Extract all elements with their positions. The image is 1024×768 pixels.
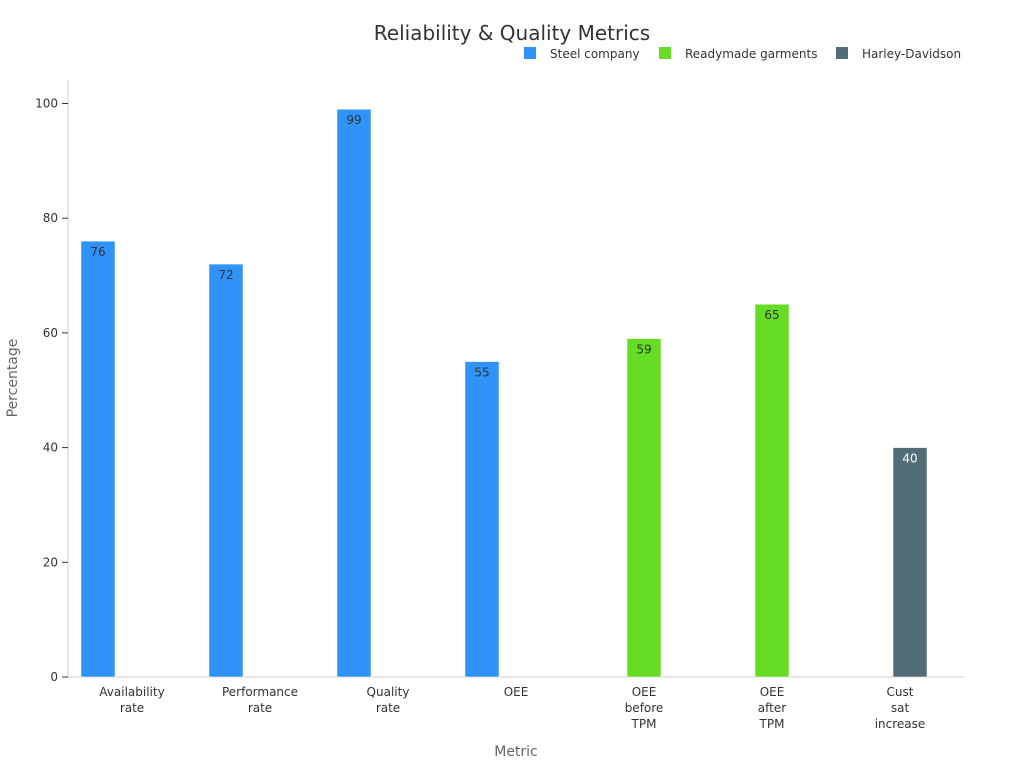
x-tick-label: Availability rate: [99, 685, 164, 715]
axes: [67, 80, 964, 678]
x-tick-label-line: OEE: [632, 685, 657, 699]
x-tick-label-line: rate: [248, 701, 272, 715]
bar-value-label: 72: [218, 268, 233, 282]
y-tick-label: 20: [43, 555, 58, 569]
bar: [80, 240, 116, 678]
bar: [208, 263, 244, 678]
x-tick-label: OEE after TPM: [758, 685, 786, 731]
x-tick-label-line: Cust: [887, 685, 914, 699]
legend: Steel company Readymade garments Harley-Da…: [524, 47, 961, 61]
x-tick-label-line: Quality: [367, 685, 410, 699]
x-tick-label-line: Performance: [222, 685, 298, 699]
x-ticks: Availability rate Performance rate Quality ra…: [99, 685, 925, 731]
legend-swatch: [524, 47, 536, 59]
bar: [626, 338, 662, 678]
bars: 76 72 99 55 59 65 40: [80, 108, 928, 678]
y-tick-label: 80: [43, 211, 58, 225]
x-tick-label: Cust sat increase: [875, 685, 926, 731]
bar: [336, 108, 372, 678]
bar: [754, 303, 790, 678]
x-tick-label-line: rate: [120, 701, 144, 715]
x-tick-label: Quality rate: [367, 685, 410, 715]
y-axis-label: Percentage: [5, 339, 21, 418]
x-tick-label-line: OEE: [760, 685, 785, 699]
legend-swatch: [836, 47, 848, 59]
bar-value-label: 76: [90, 245, 105, 259]
x-tick-label-line: Availability: [99, 685, 164, 699]
legend-swatch: [659, 47, 671, 59]
x-tick-label-line: after: [758, 701, 786, 715]
x-tick-label-line: increase: [875, 717, 926, 731]
bar: [892, 447, 928, 678]
legend-label: Readymade garments: [685, 47, 817, 61]
bar-value-label: 40: [902, 452, 917, 466]
x-tick-label: OEE before TPM: [625, 685, 664, 731]
x-tick-label: Performance rate: [222, 685, 298, 715]
legend-label: Steel company: [550, 47, 640, 61]
x-tick-label-line: sat: [891, 701, 910, 715]
x-tick-label-line: before: [625, 701, 664, 715]
y-tick-label: 100: [35, 97, 58, 111]
x-axis-label: Metric: [494, 744, 538, 760]
x-tick-label: OEE: [504, 685, 529, 699]
x-tick-label-line: OEE: [504, 685, 529, 699]
y-ticks: 0 20 40 60 80 100: [35, 97, 68, 684]
bar-value-label: 99: [346, 113, 361, 127]
bar: [464, 361, 500, 678]
x-tick-label-line: rate: [376, 701, 400, 715]
bar-value-label: 59: [636, 343, 651, 357]
y-tick-label: 60: [43, 326, 58, 340]
bar-value-label: 55: [474, 366, 489, 380]
y-tick-label: 40: [43, 441, 58, 455]
y-tick-label: 0: [50, 670, 58, 684]
x-tick-label-line: TPM: [631, 717, 657, 731]
chart-title: Reliability & Quality Metrics: [374, 21, 650, 45]
x-tick-label-line: TPM: [759, 717, 785, 731]
bar-value-label: 65: [764, 308, 779, 322]
legend-label: Harley-Davidson: [862, 47, 961, 61]
